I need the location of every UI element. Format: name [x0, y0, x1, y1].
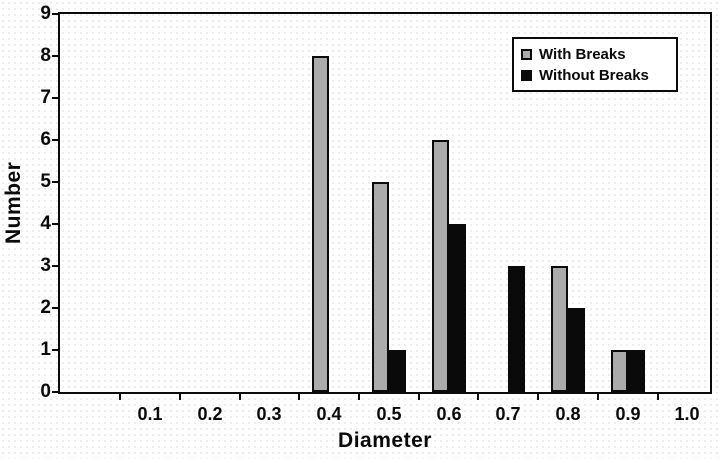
- y-tick-label: 0: [40, 381, 51, 402]
- y-tick: [52, 139, 58, 141]
- y-tick: [52, 97, 58, 99]
- bar-without-breaks-0.8: [568, 308, 585, 392]
- legend-item-with-breaks: With Breaks: [521, 46, 667, 63]
- x-tick: [239, 394, 241, 400]
- y-tick-label: 6: [40, 129, 51, 150]
- x-tick-label: 0.7: [495, 404, 521, 424]
- legend-item-without-breaks: Without Breaks: [521, 67, 667, 84]
- plot-area: [58, 12, 712, 394]
- y-tick: [52, 181, 58, 183]
- y-tick-label: 1: [40, 339, 51, 360]
- bar-with-breaks-0.8: [551, 266, 568, 392]
- x-axis-title: Diameter: [338, 429, 432, 452]
- bar-with-breaks-0.5: [372, 182, 389, 392]
- x-tick: [537, 394, 539, 400]
- bar-with-breaks-0.6: [432, 140, 449, 392]
- y-tick: [52, 391, 58, 393]
- bar-without-breaks-0.9: [628, 350, 645, 392]
- x-tick-label: 0.4: [316, 404, 342, 424]
- legend-marker-with-breaks: [521, 49, 532, 60]
- bar-without-breaks-0.5: [389, 350, 406, 392]
- x-tick: [418, 394, 420, 400]
- x-tick: [179, 394, 181, 400]
- bar-without-breaks-0.6: [449, 224, 466, 392]
- x-tick-label: 0.2: [197, 404, 223, 424]
- x-tick-label: 0.5: [376, 404, 402, 424]
- legend-marker-without-breaks: [521, 70, 532, 81]
- y-tick-label: 8: [40, 45, 51, 66]
- y-tick-label: 7: [40, 87, 51, 108]
- x-tick-label: 0.9: [615, 404, 641, 424]
- x-tick-label: 0.8: [555, 404, 581, 424]
- y-tick-label: 9: [40, 3, 51, 24]
- y-tick-label: 2: [40, 297, 51, 318]
- legend-label-without-breaks: Without Breaks: [539, 67, 649, 84]
- y-tick-label: 5: [40, 171, 51, 192]
- x-tick: [358, 394, 360, 400]
- x-tick: [477, 394, 479, 400]
- bar-with-breaks-0.4: [312, 56, 329, 392]
- x-tick: [597, 394, 599, 400]
- legend-label-with-breaks: With Breaks: [539, 46, 626, 63]
- x-tick-label: 0.6: [436, 404, 462, 424]
- y-tick-label: 3: [40, 255, 51, 276]
- x-tick: [298, 394, 300, 400]
- y-tick: [52, 349, 58, 351]
- x-tick: [119, 394, 121, 400]
- y-tick: [52, 13, 58, 15]
- x-tick-label: 1.0: [674, 404, 700, 424]
- y-tick: [52, 265, 58, 267]
- y-tick: [52, 307, 58, 309]
- legend: With Breaks Without Breaks: [512, 37, 678, 92]
- y-tick: [52, 55, 58, 57]
- x-tick: [657, 394, 659, 400]
- bar-with-breaks-0.9: [611, 350, 628, 392]
- x-tick-label: 0.3: [256, 404, 282, 424]
- y-tick-label: 4: [40, 213, 51, 234]
- x-tick-label: 0.1: [137, 404, 163, 424]
- bar-without-breaks-0.7: [508, 266, 525, 392]
- y-tick: [52, 223, 58, 225]
- y-axis-title: Number: [2, 161, 25, 245]
